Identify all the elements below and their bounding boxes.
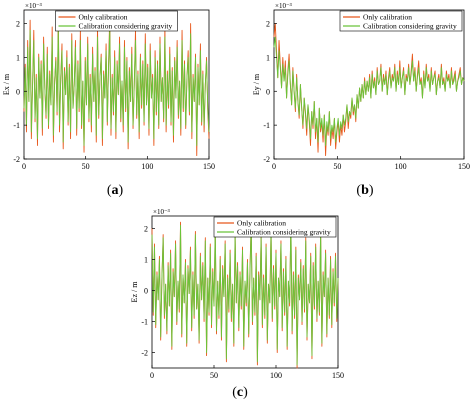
legend-box bbox=[213, 216, 337, 238]
caption-a-close: ) bbox=[118, 183, 124, 198]
y-tick-label: -2 bbox=[13, 155, 20, 164]
caption-a: (a) bbox=[100, 183, 130, 199]
chart-c-svg: 0 50 100 150 -2 -1 0 1 2 ×10⁻³ Ez / m Only calibrat… bbox=[130, 208, 344, 380]
x-tick-label: 50 bbox=[210, 371, 218, 380]
x-tick-label: 100 bbox=[270, 371, 282, 380]
legend-entry: Only calibration bbox=[79, 13, 128, 22]
legend-entry: Calibration considering gravity bbox=[237, 228, 331, 237]
y-axis-label: Ey / m bbox=[252, 73, 261, 95]
chart-panel-b: 0 50 100 150 -2 -1 0 1 2 ×10⁻³ Ey / m Only calibrat… bbox=[250, 0, 470, 180]
y-exponent-label: ×10⁻³ bbox=[275, 2, 292, 10]
caption-c-close: ) bbox=[243, 385, 248, 400]
caption-c-open: ( bbox=[232, 385, 237, 400]
y-tick-label: -1 bbox=[263, 121, 270, 130]
caption-b-open: ( bbox=[356, 183, 362, 198]
y-tick-label: 0 bbox=[266, 87, 270, 96]
y-tick-label: 1 bbox=[144, 255, 148, 264]
chart-a-svg: 0 50 100 150 -2 -1 0 1 2 ×10⁻³ Ex / m Only calibrat… bbox=[2, 2, 215, 171]
chart-b-svg: 0 50 100 150 -2 -1 0 1 2 ×10⁻³ Ey / m Only calibrat… bbox=[252, 2, 470, 171]
series-line-calibration-gravity bbox=[151, 221, 339, 366]
y-tick-label: 1 bbox=[16, 53, 20, 62]
y-tick-label: 2 bbox=[16, 20, 20, 29]
y-axis-label: Ex / m bbox=[2, 73, 11, 95]
chart-panel-c: 0 50 100 150 -2 -1 0 1 2 ×10⁻³ Ez / m Only calibrat… bbox=[128, 206, 348, 381]
y-tick-label: 0 bbox=[144, 286, 148, 295]
x-tick-label: 150 bbox=[203, 162, 215, 171]
legend-entry: Calibration considering gravity bbox=[79, 22, 173, 31]
caption-b: (b) bbox=[350, 183, 380, 199]
chart-panel-a: 0 50 100 150 -2 -1 0 1 2 ×10⁻³ Ex / m Only calibrat… bbox=[0, 0, 220, 180]
y-tick-label: 1 bbox=[266, 53, 270, 62]
x-tick-label: 0 bbox=[150, 371, 154, 380]
caption-a-letter: a bbox=[111, 183, 119, 198]
y-exponent-label: ×10⁻³ bbox=[153, 208, 170, 216]
caption-b-letter: b bbox=[361, 183, 369, 198]
caption-c-letter: c bbox=[236, 385, 244, 400]
y-tick-label: 2 bbox=[266, 20, 270, 29]
legend-box bbox=[339, 10, 463, 32]
y-tick-label: 0 bbox=[16, 87, 20, 96]
x-tick-label: 0 bbox=[22, 162, 26, 171]
y-tick-label: -2 bbox=[263, 155, 270, 164]
legend-entry: Calibration considering gravity bbox=[363, 22, 457, 31]
series-line-calibration-gravity bbox=[23, 26, 210, 146]
x-tick-label: 150 bbox=[332, 371, 344, 380]
y-axis-label: Ez / m bbox=[130, 281, 139, 303]
legend-entry: Only calibration bbox=[237, 219, 286, 228]
y-tick-label: -2 bbox=[141, 348, 148, 357]
y-tick-label: 2 bbox=[144, 224, 148, 233]
y-exponent-label: ×10⁻³ bbox=[25, 2, 42, 10]
y-tick-label: -1 bbox=[141, 317, 148, 326]
legend-box bbox=[55, 10, 178, 32]
legend-entry: Only calibration bbox=[363, 13, 412, 22]
caption-a-open: ( bbox=[106, 183, 112, 198]
x-tick-label: 150 bbox=[458, 162, 470, 171]
caption-c: (c) bbox=[225, 385, 255, 401]
x-tick-label: 0 bbox=[272, 162, 276, 171]
series-line-calibration-gravity bbox=[273, 36, 465, 146]
y-tick-label: -1 bbox=[13, 121, 20, 130]
x-tick-label: 100 bbox=[141, 162, 153, 171]
x-tick-label: 50 bbox=[82, 162, 90, 171]
x-tick-label: 50 bbox=[333, 162, 341, 171]
caption-b-close: ) bbox=[368, 183, 374, 198]
x-tick-label: 100 bbox=[395, 162, 407, 171]
